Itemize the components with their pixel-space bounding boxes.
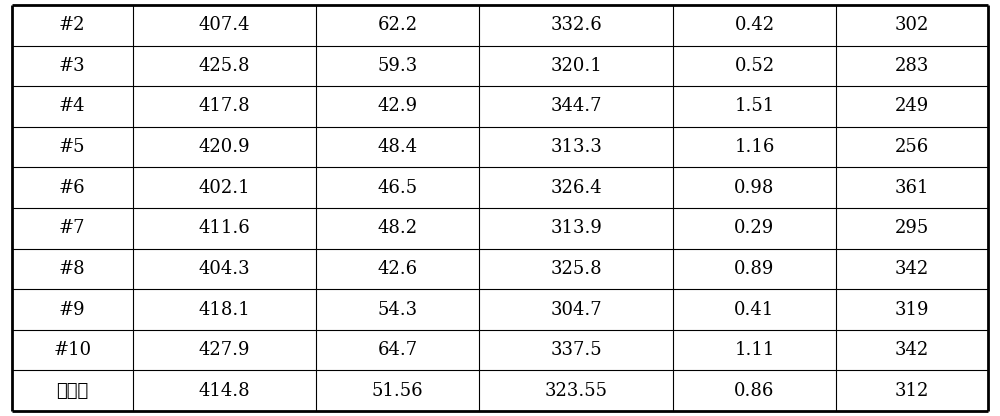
Text: 342: 342 — [895, 260, 929, 278]
Text: 46.5: 46.5 — [378, 179, 418, 197]
Text: 326.4: 326.4 — [550, 179, 602, 197]
Text: 418.1: 418.1 — [199, 300, 250, 319]
Text: 295: 295 — [895, 219, 929, 237]
Text: #8: #8 — [59, 260, 86, 278]
Text: 304.7: 304.7 — [550, 300, 602, 319]
Text: #10: #10 — [53, 341, 91, 359]
Text: #3: #3 — [59, 57, 86, 75]
Text: 0.89: 0.89 — [734, 260, 775, 278]
Text: 427.9: 427.9 — [199, 341, 250, 359]
Text: 417.8: 417.8 — [199, 97, 250, 116]
Text: 313.3: 313.3 — [550, 138, 602, 156]
Text: 62.2: 62.2 — [378, 16, 418, 34]
Text: 414.8: 414.8 — [199, 382, 250, 400]
Text: 319: 319 — [895, 300, 929, 319]
Text: 312: 312 — [895, 382, 929, 400]
Text: 420.9: 420.9 — [199, 138, 250, 156]
Text: 48.2: 48.2 — [378, 219, 418, 237]
Text: 59.3: 59.3 — [378, 57, 418, 75]
Text: #9: #9 — [59, 300, 86, 319]
Text: 302: 302 — [895, 16, 929, 34]
Text: 313.9: 313.9 — [550, 219, 602, 237]
Text: 342: 342 — [895, 341, 929, 359]
Text: 42.9: 42.9 — [378, 97, 418, 116]
Text: 404.3: 404.3 — [199, 260, 250, 278]
Text: #7: #7 — [59, 219, 86, 237]
Text: #2: #2 — [59, 16, 86, 34]
Text: 402.1: 402.1 — [199, 179, 250, 197]
Text: 256: 256 — [895, 138, 929, 156]
Text: 361: 361 — [895, 179, 929, 197]
Text: 325.8: 325.8 — [550, 260, 602, 278]
Text: 249: 249 — [895, 97, 929, 116]
Text: 323.55: 323.55 — [545, 382, 608, 400]
Text: 344.7: 344.7 — [550, 97, 602, 116]
Text: 407.4: 407.4 — [199, 16, 250, 34]
Text: 0.29: 0.29 — [734, 219, 775, 237]
Text: 0.98: 0.98 — [734, 179, 775, 197]
Text: 425.8: 425.8 — [199, 57, 250, 75]
Text: 411.6: 411.6 — [199, 219, 250, 237]
Text: #4: #4 — [59, 97, 86, 116]
Text: 1.16: 1.16 — [734, 138, 775, 156]
Text: #6: #6 — [59, 179, 86, 197]
Text: 48.4: 48.4 — [378, 138, 418, 156]
Text: 0.52: 0.52 — [734, 57, 775, 75]
Text: 0.42: 0.42 — [734, 16, 775, 34]
Text: 51.56: 51.56 — [372, 382, 423, 400]
Text: #5: #5 — [59, 138, 86, 156]
Text: 平均値: 平均値 — [56, 382, 88, 400]
Text: 42.6: 42.6 — [378, 260, 418, 278]
Text: 64.7: 64.7 — [378, 341, 418, 359]
Text: 54.3: 54.3 — [378, 300, 418, 319]
Text: 1.51: 1.51 — [734, 97, 775, 116]
Text: 283: 283 — [895, 57, 929, 75]
Text: 320.1: 320.1 — [550, 57, 602, 75]
Text: 337.5: 337.5 — [550, 341, 602, 359]
Text: 1.11: 1.11 — [734, 341, 775, 359]
Text: 332.6: 332.6 — [550, 16, 602, 34]
Text: 0.41: 0.41 — [734, 300, 775, 319]
Text: 0.86: 0.86 — [734, 382, 775, 400]
